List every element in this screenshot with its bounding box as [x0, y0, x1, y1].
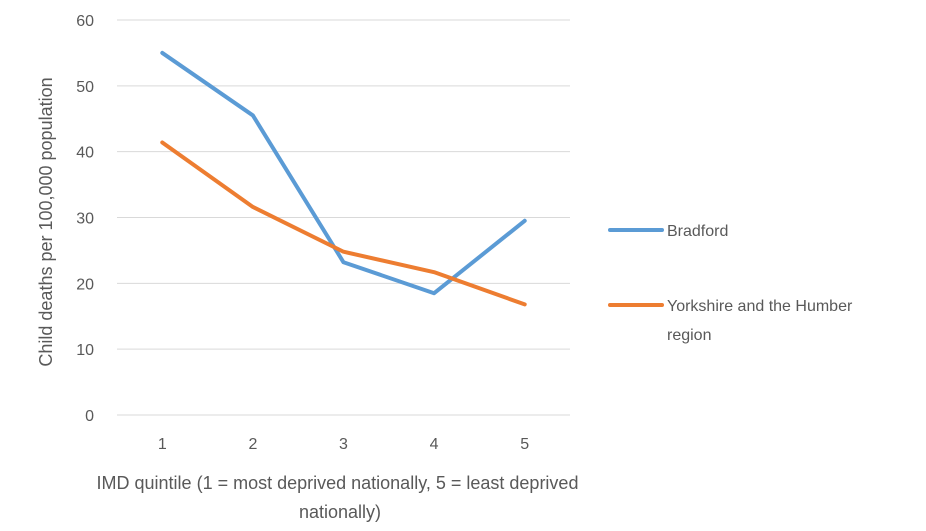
y-tick-label-10: 10: [76, 342, 94, 359]
y-tick-label-30: 30: [76, 211, 94, 228]
gridlines: [117, 19, 570, 416]
legend-item-bradford: Bradford: [608, 223, 728, 240]
legend-item-yorkshire: Yorkshire and the Humber region: [608, 298, 857, 344]
x-tick-label-3: 3: [339, 436, 348, 453]
x-axis-title-line-2: nationally): [299, 502, 381, 522]
y-tick-label-20: 20: [76, 276, 94, 293]
legend-label-yorkshire-line-1: Yorkshire and the Humber: [667, 298, 853, 315]
legend-label-yorkshire: Yorkshire and the Humber region: [667, 298, 857, 344]
y-tick-label-50: 50: [76, 79, 94, 96]
x-tick-label-1: 1: [158, 436, 167, 453]
y-tick-label-0: 0: [85, 408, 94, 425]
x-tick-label-4: 4: [430, 436, 439, 453]
x-tick-label-5: 5: [520, 436, 529, 453]
y-axis-ticks: 0 10 20 30 40 50 60: [76, 13, 94, 425]
y-tick-label-40: 40: [76, 145, 94, 162]
series-lines: [160, 50, 527, 307]
x-axis-title: IMD quintile (1 = most deprived national…: [97, 473, 584, 522]
x-axis-title-line-1: IMD quintile (1 = most deprived national…: [97, 473, 579, 493]
x-tick-label-2: 2: [248, 436, 257, 453]
x-axis-ticks: 1 2 3 4 5: [158, 436, 529, 453]
series-line-yorkshire: [160, 140, 527, 307]
legend: Bradford Yorkshire and the Humber region: [608, 223, 857, 344]
y-tick-label-60: 60: [76, 13, 94, 30]
legend-label-yorkshire-line-2: region: [667, 327, 711, 344]
series-line-bradford: [160, 50, 527, 296]
y-axis-title: Child deaths per 100,000 population: [36, 77, 56, 366]
legend-label-bradford: Bradford: [667, 223, 728, 240]
